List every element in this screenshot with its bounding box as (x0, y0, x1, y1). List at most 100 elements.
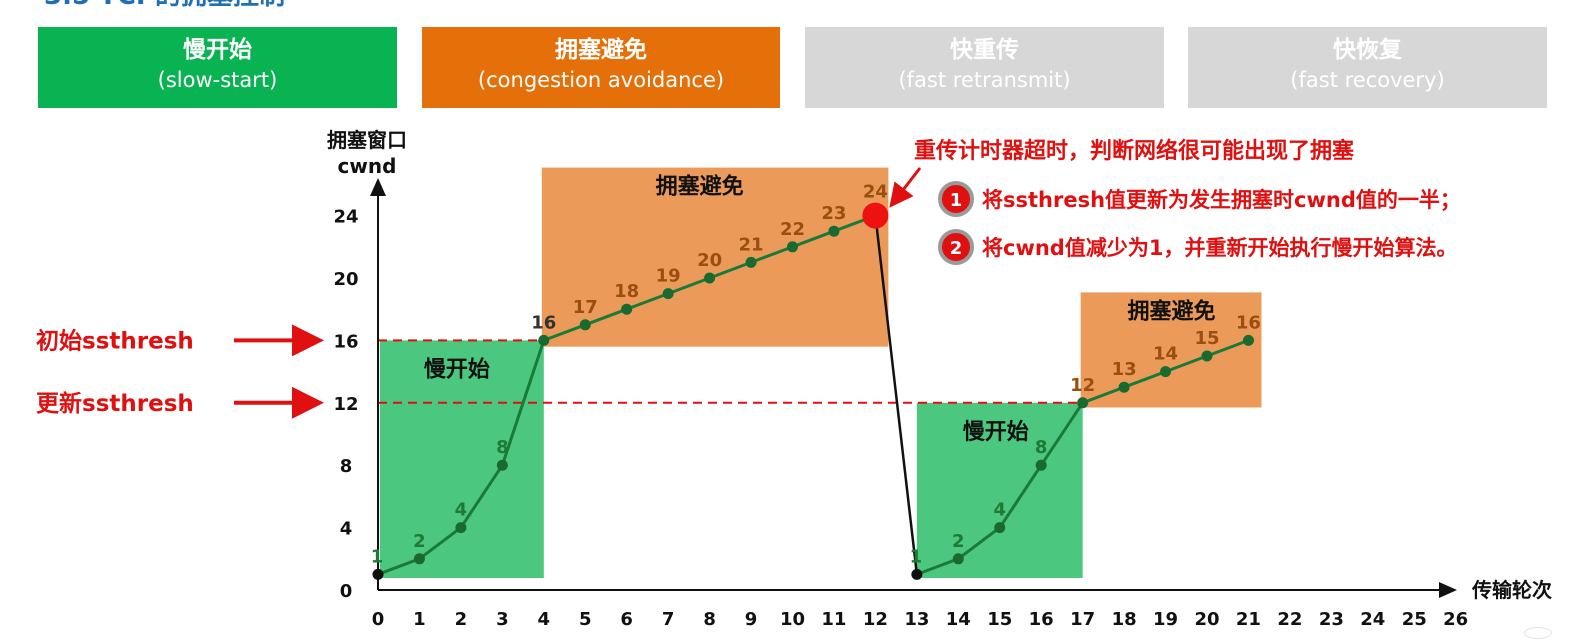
point-value-label: 22 (780, 219, 805, 240)
point-value-label: 2 (952, 531, 965, 552)
y-tick-label: 4 (340, 519, 353, 540)
point-value-label: 14 (1153, 344, 1178, 365)
point-value-label: 4 (993, 500, 1006, 521)
y-axis-label: 拥塞窗口 (327, 128, 407, 152)
phase-slow-start: 慢开始 (slow-start) (38, 27, 397, 108)
phase-congestion-avoidance: 拥塞避免 (congestion avoidance) (422, 27, 780, 108)
step-badge (938, 181, 974, 217)
point-value-label: 4 (455, 500, 468, 521)
x-tick-label: 7 (662, 609, 675, 630)
data-point (1242, 334, 1254, 346)
x-tick-label: 4 (538, 609, 551, 630)
data-point (621, 303, 633, 315)
x-tick-label: 19 (1153, 609, 1178, 630)
y-tick-label: 0 (340, 581, 353, 602)
x-tick-label: 22 (1277, 609, 1302, 630)
x-tick-label: 8 (703, 609, 716, 630)
x-tick-label: 11 (821, 609, 846, 630)
point-value-label: 23 (821, 203, 846, 224)
data-point (828, 225, 840, 237)
x-tick-label: 25 (1402, 609, 1427, 630)
phase-subtitle: (slow-start) (157, 68, 278, 92)
point-value-label: 15 (1194, 328, 1219, 349)
data-point (745, 256, 757, 268)
y-tick-label: 20 (333, 269, 358, 290)
data-point (1118, 381, 1130, 393)
data-point (662, 288, 674, 300)
data-point (413, 553, 425, 565)
timeout-title: 重传计时器超时，判断网络很可能出现了拥塞 (914, 138, 1355, 164)
point-value-label: 18 (614, 281, 639, 302)
phase-subtitle: (congestion avoidance) (477, 68, 725, 92)
x-tick-label: 6 (620, 609, 633, 630)
region-congestion-avoidance-1 (541, 167, 889, 347)
data-point (372, 568, 384, 580)
video-overlay-icon (1524, 627, 1552, 639)
threshold-label: 初始ssthresh (36, 327, 194, 354)
point-value-label: 16 (531, 312, 556, 333)
x-tick-label: 13 (904, 609, 929, 630)
data-point (455, 522, 467, 534)
point-value-label: 21 (739, 234, 764, 255)
phase-title: 拥塞避免 (555, 37, 647, 63)
data-point (538, 334, 550, 346)
data-point (579, 319, 591, 331)
point-value-label: 17 (573, 297, 598, 318)
page-heading: 3.5 TCP的拥塞控制 (44, 0, 464, 12)
region-slow-start-2 (916, 402, 1083, 578)
x-axis-label: 传输轮次 (1471, 578, 1552, 602)
point-value-label: 2 (413, 531, 426, 552)
region-label: 慢开始 (963, 419, 1029, 445)
x-tick-label: 15 (987, 609, 1012, 630)
y-tick-label: 24 (333, 207, 358, 228)
cwnd-drop-line (874, 215, 919, 575)
phase-title: 快重传 (950, 37, 1019, 63)
y-tick-label: 16 (333, 331, 358, 352)
x-tick-label: 12 (863, 609, 888, 630)
x-tick-label: 10 (780, 609, 805, 630)
point-value-label: 1 (910, 546, 923, 567)
x-tick-label: 24 (1360, 609, 1385, 630)
y-tick-label: 8 (340, 456, 353, 477)
data-point (911, 568, 923, 580)
step-number: 2 (950, 238, 963, 259)
data-point (994, 522, 1006, 534)
x-tick-label: 9 (745, 609, 758, 630)
data-point (1077, 397, 1089, 409)
timeout-point (862, 202, 889, 229)
data-point (952, 553, 964, 565)
point-value-label: 12 (1070, 375, 1095, 396)
region-label: 拥塞避免 (1128, 298, 1216, 324)
data-point (704, 272, 716, 284)
x-tick-label: 18 (1112, 609, 1137, 630)
step-number: 1 (950, 190, 963, 211)
point-value-label: 19 (656, 266, 681, 287)
x-tick-label: 26 (1443, 609, 1468, 630)
phase-subtitle: (fast recovery) (1290, 68, 1445, 92)
x-tick-label: 1 (413, 609, 426, 630)
x-tick-label: 21 (1236, 609, 1261, 630)
data-point (1201, 350, 1213, 362)
point-value-label: 20 (697, 250, 722, 271)
region-slow-start-0 (380, 340, 544, 578)
data-point (787, 241, 798, 253)
threshold-label: 更新ssthresh (36, 390, 194, 417)
x-tick-label: 14 (946, 609, 971, 630)
phase-subtitle: (fast retransmit) (898, 68, 1071, 92)
phase-fast-recovery: 快恢复 (fast recovery) (1188, 27, 1547, 108)
step-badge (938, 229, 974, 265)
x-tick-label: 3 (496, 609, 509, 630)
x-tick-label: 5 (579, 609, 592, 630)
region-label: 慢开始 (424, 356, 490, 382)
point-value-label: 16 (1236, 312, 1261, 333)
x-tick-label: 17 (1070, 609, 1095, 630)
step-text: 将ssthresh值更新为发生拥塞时cwnd值的一半； (982, 188, 1461, 212)
x-tick-label: 16 (1029, 609, 1054, 630)
point-value-label: 24 (863, 182, 888, 203)
data-point (496, 459, 508, 471)
data-point (1035, 459, 1047, 471)
point-value-label: 13 (1112, 359, 1137, 380)
point-value-label: 1 (371, 546, 384, 567)
data-point (1160, 366, 1172, 378)
